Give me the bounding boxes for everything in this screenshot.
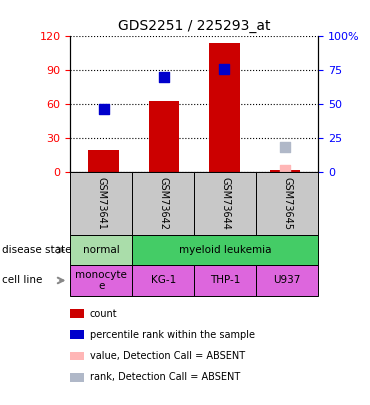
Text: monocyte
e: monocyte e: [75, 270, 127, 291]
Text: value, Detection Call = ABSENT: value, Detection Call = ABSENT: [90, 351, 245, 361]
Point: [282, 166, 288, 173]
Bar: [209, 43, 240, 172]
Bar: [270, 170, 300, 172]
Text: GSM73642: GSM73642: [158, 177, 168, 230]
Text: percentile rank within the sample: percentile rank within the sample: [90, 330, 255, 340]
Text: normal: normal: [83, 245, 120, 255]
Text: count: count: [90, 309, 118, 319]
Title: GDS2251 / 225293_at: GDS2251 / 225293_at: [118, 19, 270, 33]
Text: myeloid leukemia: myeloid leukemia: [179, 245, 272, 255]
Text: GSM73641: GSM73641: [96, 177, 106, 230]
Bar: [88, 149, 119, 172]
Point: [101, 106, 107, 112]
Text: U937: U937: [273, 275, 301, 286]
Point: [282, 144, 288, 151]
Text: cell line: cell line: [2, 275, 42, 286]
Point: [161, 74, 167, 81]
Text: rank, Detection Call = ABSENT: rank, Detection Call = ABSENT: [90, 372, 240, 382]
Text: GSM73645: GSM73645: [282, 177, 292, 230]
Text: GSM73644: GSM73644: [220, 177, 230, 230]
Text: KG-1: KG-1: [151, 275, 176, 286]
Point: [222, 66, 228, 72]
Text: THP-1: THP-1: [210, 275, 240, 286]
Text: disease state: disease state: [2, 245, 71, 255]
Bar: [149, 101, 179, 172]
